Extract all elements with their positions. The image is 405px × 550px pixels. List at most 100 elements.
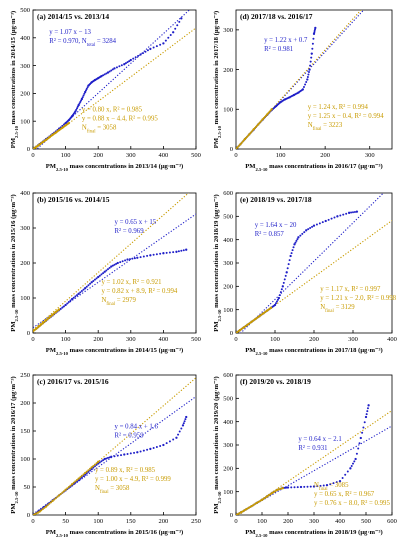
all-point: [304, 83, 307, 86]
x-tick-label: 300: [365, 152, 375, 159]
x-tick-label: 300: [126, 152, 136, 159]
all-point: [363, 421, 366, 424]
all-point: [338, 480, 342, 483]
all-point: [327, 218, 330, 221]
final-point: [258, 122, 261, 125]
all-point: [76, 294, 79, 297]
all-point: [115, 66, 118, 69]
all-point: [131, 257, 134, 260]
all-point: [313, 31, 316, 34]
all-point: [92, 279, 95, 282]
final-point: [85, 470, 88, 473]
final-point: [36, 511, 39, 514]
y-tick-label: 100: [20, 456, 30, 463]
all-point: [335, 481, 338, 484]
plot-frame: [32, 374, 197, 516]
y-axis-title: PM2.5-10 mass concentrations in 2014/15 …: [10, 11, 19, 148]
x-tick-label: 400: [387, 336, 397, 343]
x-tick-label: 200: [309, 336, 319, 343]
all-point: [139, 53, 142, 56]
blue-equation: R² = 0.931: [298, 445, 327, 452]
all-point: [167, 36, 170, 39]
all-point: [146, 49, 149, 52]
x-tick-label: 100: [270, 336, 280, 343]
final-point: [66, 487, 69, 490]
all-point: [103, 457, 106, 461]
all-point: [69, 299, 72, 302]
all-point: [353, 210, 356, 213]
final-point: [70, 483, 74, 486]
x-axis-title: PM2.5-10 mass concentrations in 2016/17 …: [245, 163, 382, 172]
all-point: [62, 123, 65, 126]
all-point: [155, 45, 158, 48]
all-point: [308, 68, 311, 71]
all-point: [332, 482, 335, 485]
all-point: [283, 278, 286, 281]
all-point: [329, 483, 332, 486]
all-point: [162, 252, 165, 255]
all-point: [79, 101, 82, 104]
all-point: [176, 24, 179, 27]
all-point: [324, 219, 327, 223]
all-point: [136, 451, 139, 454]
all-point: [301, 232, 304, 235]
all-point: [165, 442, 168, 445]
all-point: [126, 61, 129, 64]
all-point: [172, 438, 175, 441]
final-point: [250, 130, 253, 133]
final-point: [79, 476, 82, 479]
blue-equation: y = 0.84 x + 1.6: [115, 423, 159, 430]
final-point: [93, 463, 96, 466]
all-point: [325, 483, 329, 487]
all-point: [174, 27, 177, 30]
x-tick-label: 100: [276, 152, 286, 159]
x-tick-label: 100: [257, 518, 267, 525]
chart-panel-2: 0 100 200 300 0 100 200 300 (d) 2017/18 vs. 2016…: [213, 9, 393, 172]
x-tick-label: 0: [234, 152, 237, 159]
final-point: [89, 467, 92, 470]
all-point: [103, 270, 106, 273]
all-point: [175, 436, 178, 439]
y-tick-label: 200: [20, 260, 30, 267]
panel-title: (b) 2015/16 vs. 2014/15: [37, 195, 110, 204]
all-point: [306, 76, 309, 79]
all-point: [297, 236, 300, 239]
all-point: [284, 274, 287, 277]
all-point: [354, 457, 357, 461]
all-point: [85, 285, 88, 288]
all-point: [305, 80, 308, 83]
all-point: [80, 476, 83, 479]
gold-equation: Nfinal = 2979: [101, 297, 136, 307]
all-point: [82, 475, 85, 478]
all-point: [346, 470, 349, 473]
x-tick-label: 500: [191, 336, 201, 343]
all-point: [286, 267, 289, 270]
all-point: [142, 449, 145, 452]
final-point: [59, 493, 62, 495]
all-point: [299, 485, 303, 489]
x-tick-label: 50: [62, 518, 69, 525]
gold-equation: y = 0.82 x + 8.9, R² = 0.994: [101, 288, 177, 295]
all-point: [185, 415, 188, 419]
all-point: [361, 431, 364, 434]
final-point: [54, 497, 57, 500]
all-point: [306, 485, 309, 488]
gold-equation: y = 1.17 x, R² = 0.997: [320, 286, 381, 293]
x-tick-label: 200: [93, 336, 103, 343]
final-point: [76, 479, 79, 481]
all-point: [82, 288, 85, 291]
all-point: [77, 479, 80, 482]
all-point: [295, 239, 298, 242]
all-point: [279, 291, 282, 294]
all-point: [353, 460, 356, 463]
all-point: [180, 17, 183, 20]
blue-equation: R² = 0.969: [115, 228, 145, 235]
y-tick-label: 200: [20, 400, 30, 407]
gold-equation: y = 1.02 x, R² = 0.921: [101, 279, 161, 286]
all-point: [74, 295, 77, 298]
all-point: [76, 480, 79, 483]
chart-panel-4: 0 100 200 300 400 0 100 200 300 400 500 600 (e) 2018…: [213, 190, 397, 355]
x-axis-title: PM2.5-10 mass concentrations in 2018/19 …: [245, 529, 382, 538]
gold-equation: y = 0.89 x, R² = 0.985: [95, 467, 156, 474]
all-point: [89, 469, 92, 472]
